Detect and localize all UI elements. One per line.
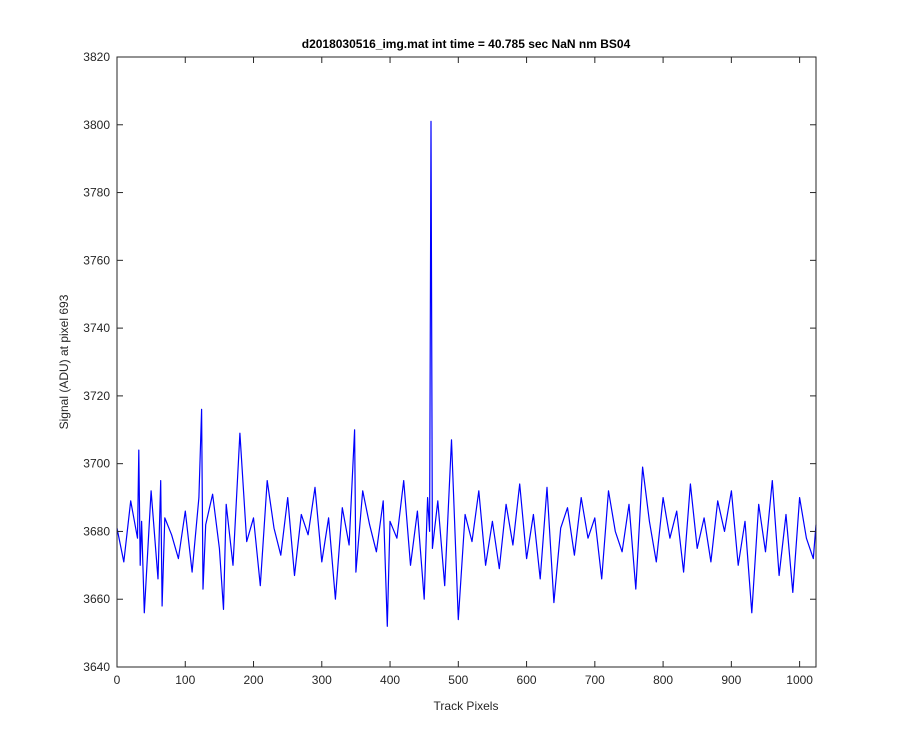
series-line <box>116 120 817 627</box>
series-layer <box>116 120 817 627</box>
x-tick-label: 0 <box>114 673 121 687</box>
y-tick-label: 3680 <box>83 524 110 538</box>
y-tick-label: 3660 <box>83 592 110 606</box>
y-axis-label: Signal (ADU) at pixel 693 <box>57 294 71 429</box>
x-tick-label: 900 <box>721 673 741 687</box>
x-tick-label: 600 <box>517 673 537 687</box>
x-tick-label: 300 <box>312 673 332 687</box>
y-tick-label: 3820 <box>83 50 110 64</box>
y-tick-label: 3780 <box>83 186 110 200</box>
x-axis: 0 100 200 300 400 500 600 700 800 900 1000 <box>114 57 813 687</box>
y-tick-label: 3640 <box>83 660 110 674</box>
y-tick-label: 3720 <box>83 389 110 403</box>
y-tick-label: 3700 <box>83 457 110 471</box>
x-tick-label: 800 <box>653 673 673 687</box>
x-tick-label: 200 <box>244 673 264 687</box>
x-tick-label: 500 <box>448 673 468 687</box>
x-tick-label: 400 <box>380 673 400 687</box>
y-axis: 3640 3660 3680 3700 3720 3740 3760 3780 3800 3820 <box>83 50 816 674</box>
x-tick-label: 1000 <box>786 673 813 687</box>
plot-frame <box>116 56 817 668</box>
x-axis-label: Track Pixels <box>434 699 499 713</box>
x-tick-label: 700 <box>585 673 605 687</box>
y-tick-label: 3740 <box>83 321 110 335</box>
chart-title: d2018030516_img.mat int time = 40.785 se… <box>302 37 631 51</box>
y-tick-label: 3760 <box>83 253 110 267</box>
y-tick-label: 3800 <box>83 118 110 132</box>
x-tick-label: 100 <box>175 673 195 687</box>
plot-background <box>117 57 816 667</box>
